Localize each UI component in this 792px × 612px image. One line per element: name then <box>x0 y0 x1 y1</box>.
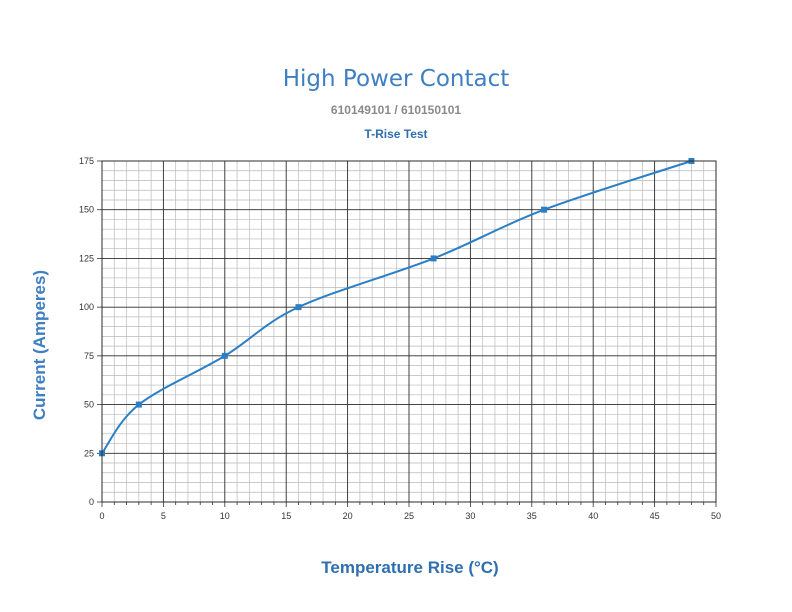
chart-subtitle-test-name: T-Rise Test <box>364 127 428 141</box>
data-point <box>541 206 548 213</box>
y-tick-label: 75 <box>84 351 94 361</box>
data-point <box>221 352 228 359</box>
data-point <box>295 304 302 311</box>
data-point <box>135 401 142 408</box>
chart-title: High Power Contact <box>282 66 510 92</box>
x-tick-label: 15 <box>281 511 291 521</box>
y-tick-label: 100 <box>79 302 94 312</box>
y-tick-label: 175 <box>79 156 94 166</box>
x-tick-label: 25 <box>404 511 414 521</box>
plot-border <box>101 160 717 503</box>
y-tick-label: 50 <box>84 400 94 410</box>
x-tick-label: 50 <box>711 511 721 521</box>
chart-subtitle-part-numbers: 610149101 / 610150101 <box>330 103 462 117</box>
x-tick-label: 45 <box>650 511 660 521</box>
x-tick-label: 5 <box>161 511 166 521</box>
x-tick-label: 0 <box>99 511 104 521</box>
x-tick-label: 10 <box>220 511 230 521</box>
y-tick-label: 0 <box>89 497 94 507</box>
x-tick-label: 35 <box>527 511 537 521</box>
x-tick-label: 40 <box>588 511 598 521</box>
data-point <box>430 255 437 262</box>
series-line <box>101 160 692 454</box>
y-axis-label: Current (Amperes) <box>30 269 49 421</box>
x-axis-label: Temperature Rise (°C) <box>321 558 499 577</box>
y-tick-label: 150 <box>79 205 94 215</box>
x-tick-label: 20 <box>343 511 353 521</box>
x-tick-label: 30 <box>465 511 475 521</box>
y-tick-label: 125 <box>79 253 94 263</box>
y-tick-label: 25 <box>84 448 94 458</box>
